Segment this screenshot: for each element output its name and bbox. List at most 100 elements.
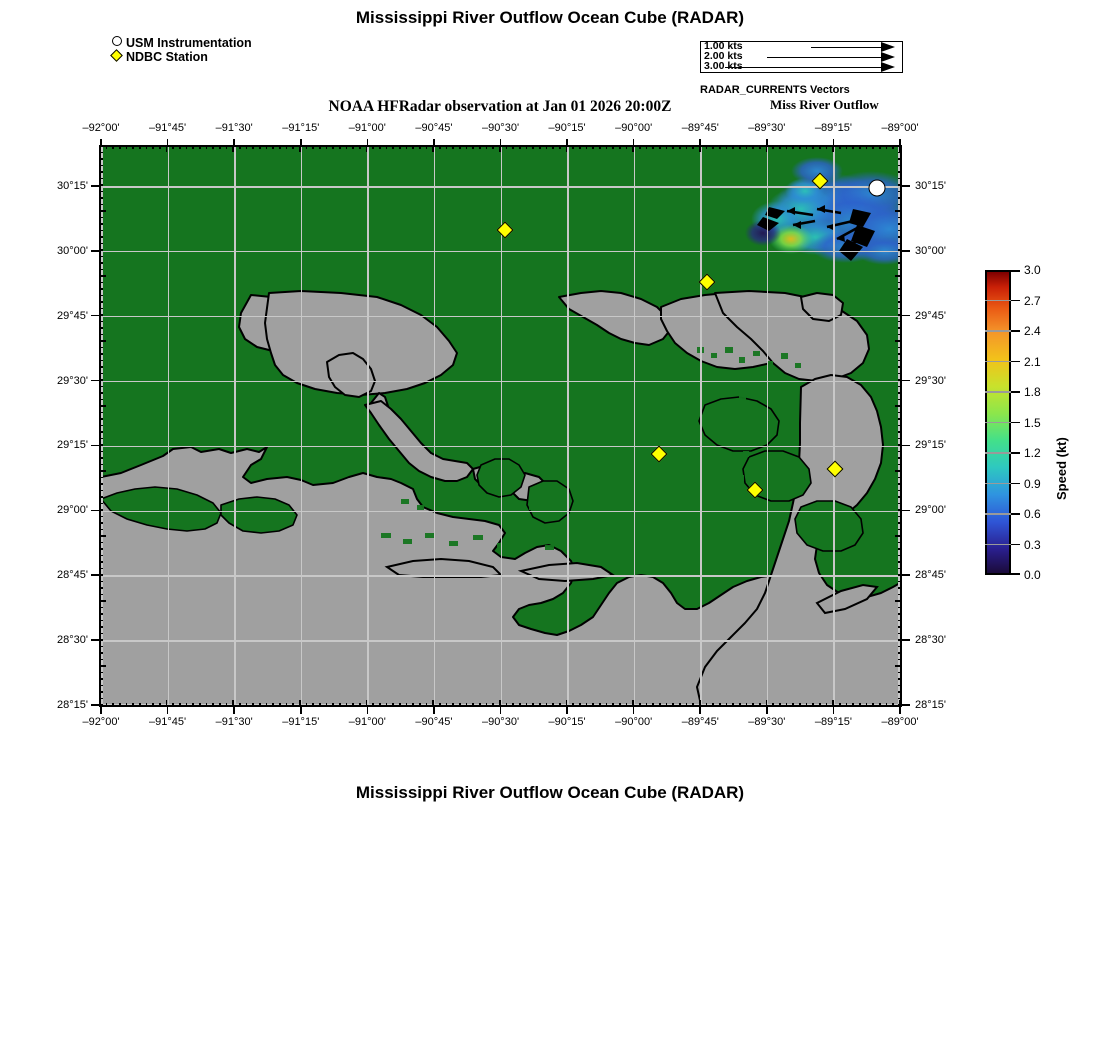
gridline-v-3: [300, 147, 303, 705]
y-axis-major-tick: [902, 574, 910, 577]
y-axis-tick-label: 28°15': [57, 699, 88, 711]
x-axis-tick-label: –91°45': [149, 716, 187, 728]
y-axis-tick-label: 30°15': [915, 179, 946, 192]
bottom-title: Mississippi River Outflow Ocean Cube (RA…: [355, 783, 745, 802]
y-axis-tick-label: 28°45': [57, 569, 88, 582]
x-axis-tick-label: –90°00': [615, 122, 653, 134]
gridline-h-7: [101, 640, 900, 642]
x-axis-major-tick: [100, 707, 102, 714]
vector-scale-row-1: 1.00 kts: [701, 40, 900, 52]
colorbar-tick-label: 1.8: [1024, 385, 1041, 399]
bay-barataria: [526, 480, 574, 524]
x-axis-major-tick: [899, 707, 901, 714]
x-axis-tick-label: –90°00': [615, 716, 653, 728]
usm-instrumentation-marker[interactable]: [868, 179, 886, 197]
y-axis-major-tick: [902, 639, 910, 641]
y-axis-tick-label: 29°15': [57, 439, 88, 452]
y-axis-tick-label: 28°30': [915, 634, 946, 647]
colorbar-tick-label: 0.9: [1024, 476, 1041, 491]
x-axis-major-tick: [566, 707, 568, 714]
bay-breton-e: [794, 500, 864, 552]
vector-scale-caption: RADAR_CURRENTS Vectors: [700, 84, 850, 96]
x-axis-major-tick: [299, 707, 302, 714]
colorbar-title: Speed (kt): [1040, 300, 1069, 550]
x-axis-tick-label: –91°15': [282, 716, 320, 728]
vector-scale-label-2: 2.00 kts: [704, 50, 743, 62]
colorbar-tick-label: 2.4: [1024, 324, 1041, 338]
x-axis-labels-bottom: –92°00' –91°45' –91°30' –91°15' –91°00' –90°4…: [0, 716, 1100, 732]
colorbar-tick: [1011, 270, 1020, 272]
colorbar[interactable]: 3.0 2.7 2.4 2.1 1.8 1.5 1.2 0.9 0.6 0.3 0.0: [985, 263, 1041, 582]
x-axis-major-tick: [499, 139, 502, 146]
gridline-h-3: [101, 380, 900, 383]
vector-dataset-label: Miss River Outflow: [770, 97, 879, 112]
colorbar-tick-label: 1.5: [1024, 415, 1041, 430]
colorbar-tick: [1011, 573, 1020, 575]
y-axis-major-tick: [902, 444, 910, 447]
x-axis-tick-label: –91°45': [149, 122, 187, 134]
vector-shaft-1: [811, 47, 883, 49]
legend-item-usm: USM Instrumentation: [110, 36, 252, 50]
land-ridge-2: [364, 400, 474, 482]
y-axis-tick-label: 30°00': [57, 244, 88, 257]
y-axis-major-tick: [91, 250, 99, 252]
map-canvas[interactable]: [99, 145, 902, 707]
y-axis-major-tick: [902, 314, 910, 317]
vector-scale-label-1: 1.00 kts: [704, 40, 743, 52]
vector-scale-row-2: 2.00 kts: [701, 50, 900, 62]
gridline-h-2: [101, 315, 900, 318]
x-axis-major-tick: [832, 139, 835, 146]
colorbar-inner-tick: [985, 391, 1011, 393]
x-axis-major-tick: [166, 139, 169, 146]
page-title: Mississippi River Outflow Ocean Cube (RA…: [355, 8, 745, 27]
x-axis-tick-label: –89°15': [814, 716, 852, 728]
gridline-v-10: [766, 147, 769, 705]
colorbar-tick-label: 0.6: [1024, 507, 1041, 521]
vector-scale-label-3: 3.00 kts: [704, 60, 743, 72]
x-axis-tick-label: –89°45': [681, 122, 719, 134]
land-ne-coast-a: [558, 290, 672, 346]
x-axis-major-tick: [433, 707, 435, 714]
vector-arrowhead-1: [881, 42, 895, 52]
y-axis-tick-label: 29°00': [915, 504, 946, 517]
x-axis-major-tick: [433, 139, 435, 146]
gridline-h-6: [101, 575, 900, 577]
gridline-v-9: [700, 147, 702, 705]
colorbar-tick-label: 1.2: [1024, 446, 1041, 460]
y-axis-tick-label: 29°30': [915, 374, 946, 387]
x-axis-tick-label: –90°30': [481, 122, 520, 134]
x-axis-major-tick: [299, 139, 302, 146]
colorbar-tick-label: 0.0: [1024, 568, 1041, 582]
axis-ticks-left: [99, 145, 106, 707]
colorbar-tick-label: 2.1: [1024, 354, 1041, 369]
map-inner: [101, 147, 900, 705]
colorbar-tick: [1011, 482, 1020, 485]
x-axis-labels-top: –92°00' –91°45' –91°30' –91°15' –91°00' –90°4…: [0, 122, 1100, 138]
x-axis-tick-label: –89°30': [748, 716, 786, 728]
x-axis-tick-label: –90°15': [548, 122, 586, 134]
colorbar-tick: [1011, 543, 1020, 546]
y-axis-major-tick: [91, 379, 99, 382]
x-axis-tick-label: –90°45': [415, 122, 453, 134]
x-axis-tick-label: –89°30': [748, 122, 786, 134]
colorbar-tick: [1011, 391, 1020, 393]
marker-legend: USM Instrumentation NDBC Station: [110, 36, 252, 64]
x-axis-tick-label: –89°00': [881, 122, 919, 134]
x-axis-major-tick: [632, 139, 635, 146]
y-axis-major-tick: [902, 250, 910, 252]
y-axis-major-tick: [91, 509, 99, 512]
colorbar-tick: [1011, 330, 1020, 332]
vector-shaft-3: [725, 67, 883, 69]
y-axis-major-tick: [902, 509, 910, 512]
vector-arrowhead-3: [881, 62, 895, 72]
x-axis-major-tick: [766, 707, 768, 714]
x-axis-major-tick: [166, 707, 169, 714]
y-axis-tick-label: 29°45': [57, 309, 88, 322]
gridline-v-6: [500, 147, 503, 705]
y-axis-tick-label: 29°15': [915, 439, 946, 452]
land-ne-island: [800, 292, 844, 322]
legend-label-usm: USM Instrumentation: [126, 36, 252, 50]
colorbar-inner-tick: [985, 421, 1011, 424]
x-axis-tick-label: –91°30': [215, 122, 253, 134]
